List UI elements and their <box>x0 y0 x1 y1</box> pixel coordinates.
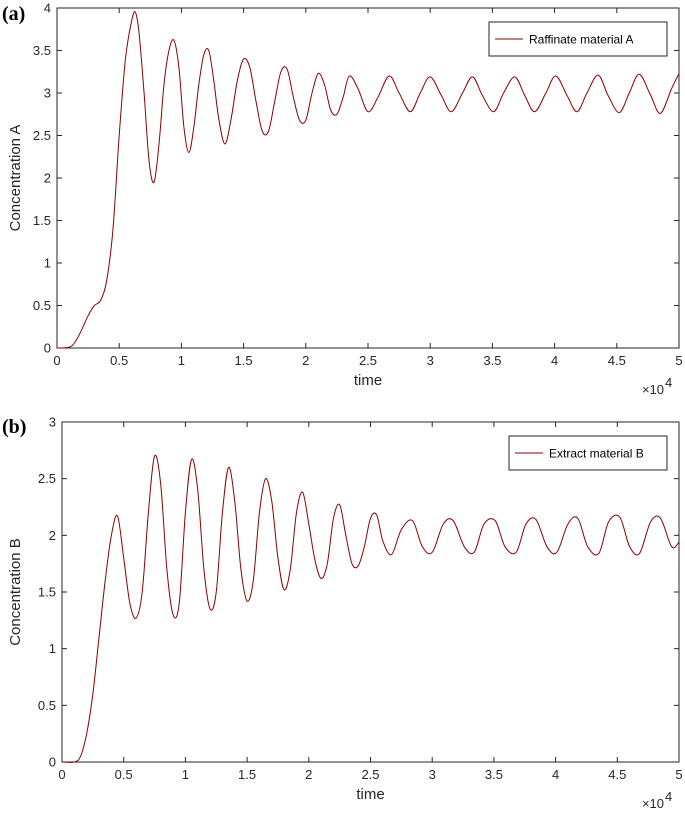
y-tick-label: 3 <box>49 415 56 430</box>
x-tick-label: 0.5 <box>110 353 128 368</box>
y-tick-label: 1 <box>49 641 56 656</box>
x-exponent-base: ×10 <box>642 796 664 811</box>
x-tick-label: 4 <box>552 767 559 782</box>
x-tick-label: 0 <box>58 767 65 782</box>
panel-label: (a) <box>2 3 25 25</box>
x-tick-label: 0.5 <box>115 767 133 782</box>
x-tick-label: 4 <box>551 353 558 368</box>
x-tick-label: 4.5 <box>608 767 626 782</box>
x-tick-label: 1.5 <box>235 353 253 368</box>
y-tick-label: 0.5 <box>38 698 56 713</box>
y-axis: 0 0.5 1 1.5 2 2.5 3 3.5 4 <box>33 1 679 356</box>
y-tick-label: 4 <box>44 1 51 16</box>
x-tick-label: 2 <box>305 767 312 782</box>
x-tick-label: 3.5 <box>483 353 501 368</box>
legend: Raffinate material A <box>488 21 668 57</box>
x-tick-label: 4.5 <box>608 353 626 368</box>
x-axis: 0 0.5 1 1.5 2 2.5 3 3.5 4 4.5 5 <box>58 422 683 782</box>
y-tick-label: 2.5 <box>33 128 51 143</box>
y-tick-label: 1.5 <box>33 213 51 228</box>
x-axis-label: time <box>354 372 382 389</box>
y-tick-label: 1 <box>44 256 51 271</box>
y-tick-label: 2 <box>49 528 56 543</box>
series-line-0 <box>56 11 680 349</box>
x-axis-label: time <box>356 786 384 803</box>
x-tick-label: 1 <box>182 767 189 782</box>
y-tick-label: 2 <box>44 171 51 186</box>
x-tick-label: 3.5 <box>485 767 503 782</box>
panel-b: 0 0.5 1 1.5 2 2.5 3 3.5 4 4.5 5 0 0.5 1 1.5 2 2.5 3 time Co… <box>2 415 683 812</box>
panel-a: 0 0.5 1 1.5 2 2.5 3 3.5 4 4.5 5 0 0.5 1 1.5 2 2.5 3 3.5 4 ti… <box>2 1 683 398</box>
y-axis-label: Concentration A <box>7 125 24 232</box>
y-tick-label: 2.5 <box>38 471 56 486</box>
y-tick-label: 3 <box>44 86 51 101</box>
x-tick-label: 3 <box>429 767 436 782</box>
x-exponent-power: 4 <box>665 375 672 390</box>
y-axis: 0 0.5 1 1.5 2 2.5 3 <box>38 415 679 770</box>
x-tick-label: 2.5 <box>359 353 377 368</box>
y-tick-label: 3.5 <box>33 43 51 58</box>
x-tick-label: 0 <box>53 353 60 368</box>
y-tick-label: 0 <box>44 341 51 356</box>
x-tick-label: 2 <box>302 353 309 368</box>
x-tick-label: 2.5 <box>361 767 379 782</box>
panel-label: (b) <box>2 416 26 438</box>
legend: Extract material B <box>508 435 668 471</box>
x-exponent-power: 4 <box>665 789 672 804</box>
y-axis-label: Concentration B <box>7 538 24 646</box>
plot-area <box>56 7 680 349</box>
legend-entry: Extract material B <box>549 447 644 461</box>
legend-entry: Raffinate material A <box>529 33 634 47</box>
plot-area <box>61 421 680 763</box>
x-tick-label: 5 <box>675 353 682 368</box>
y-tick-label: 0 <box>49 755 56 770</box>
series-line-0 <box>61 454 680 763</box>
x-exponent-base: ×10 <box>642 382 664 397</box>
y-tick-label: 0.5 <box>33 298 51 313</box>
x-tick-label: 1.5 <box>238 767 256 782</box>
y-tick-label: 1.5 <box>38 585 56 600</box>
x-axis: 0 0.5 1 1.5 2 2.5 3 3.5 4 4.5 5 <box>53 8 683 368</box>
x-tick-label: 3 <box>427 353 434 368</box>
x-tick-label: 1 <box>178 353 185 368</box>
x-tick-label: 5 <box>675 767 682 782</box>
